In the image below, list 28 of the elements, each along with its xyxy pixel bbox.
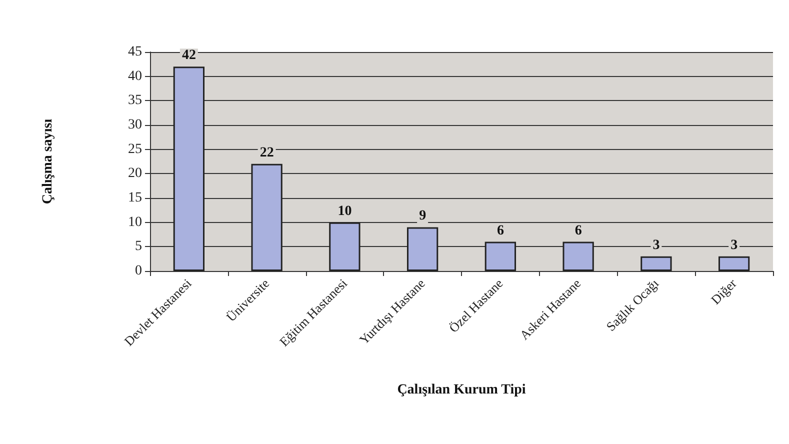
- data-label: 3: [730, 238, 738, 253]
- x-axis-title: Çalışılan Kurum Tipi: [397, 382, 526, 398]
- y-tick-label: 20: [128, 166, 142, 182]
- y-tick-label: 5: [135, 239, 142, 254]
- bar: [251, 164, 282, 271]
- y-tick-label: 30: [128, 118, 142, 132]
- y-tick-label: 45: [128, 44, 142, 60]
- data-label: 6: [496, 223, 504, 238]
- bar: [562, 242, 594, 271]
- y-tick-label: 25: [128, 142, 142, 157]
- y-axis-title: Çalışma sayısı: [40, 118, 56, 204]
- y-tick-label: 35: [128, 93, 142, 108]
- data-label: 42: [182, 48, 196, 64]
- data-label: 3: [652, 238, 660, 253]
- bar: [329, 222, 360, 271]
- bar: [406, 227, 438, 271]
- bar: [640, 256, 672, 271]
- bar: [718, 256, 750, 271]
- y-tick-label: 10: [128, 214, 142, 230]
- data-label: 6: [574, 223, 582, 238]
- data-label: 9: [419, 208, 426, 224]
- y-tick-label: 40: [128, 68, 142, 84]
- y-tick-label: 0: [135, 264, 142, 278]
- y-tick-label: 15: [128, 190, 142, 206]
- data-label: 10: [338, 204, 352, 219]
- data-label: 22: [260, 145, 274, 160]
- bar: [484, 242, 516, 271]
- bar: [173, 66, 205, 271]
